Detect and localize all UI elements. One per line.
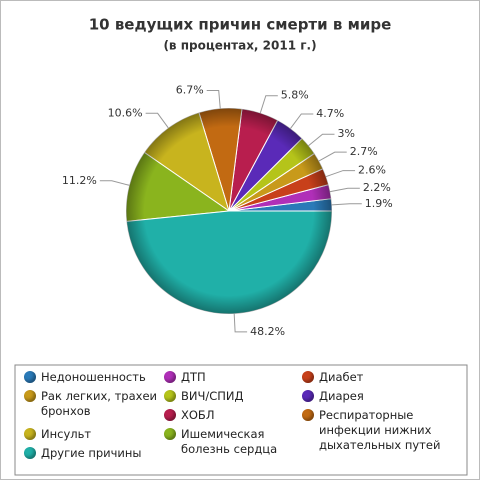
legend-label: Другие причины: [41, 446, 142, 460]
legend-label: Рак легких, трахеи бронхов: [41, 389, 157, 418]
leader-line: [308, 133, 335, 147]
leader-line: [233, 313, 248, 333]
leader-line: [318, 151, 347, 162]
legend-item: ХОБЛ: [164, 408, 309, 423]
legend-label: Недоношенность: [41, 370, 146, 384]
legend-label: Респираторные инфекции нижних дыхательны…: [319, 408, 441, 452]
legend-swatch: [302, 390, 314, 402]
legend-item: ДТП: [164, 370, 309, 385]
legend-label: Инсульт: [41, 427, 92, 441]
data-label: 3%: [338, 127, 355, 140]
data-label: 2.6%: [358, 164, 386, 177]
data-label: 4.7%: [316, 107, 344, 120]
legend-label: Ишемическая болезнь сердца: [181, 427, 278, 456]
leader-line: [145, 112, 169, 129]
legend-swatch: [164, 390, 176, 402]
leader-line: [325, 170, 356, 178]
legend-swatch: [302, 409, 314, 421]
legend-label: Диабет: [319, 370, 364, 384]
data-label: 48.2%: [250, 325, 285, 338]
leader-line: [331, 203, 362, 206]
leader-line: [206, 89, 221, 109]
chart-title: 10 ведущих причин смерти в мире: [89, 16, 392, 34]
legend-label: Диарея: [319, 389, 364, 403]
legend-item: Диарея: [302, 389, 459, 404]
chart-subtitle: (в процентах, 2011 г.): [163, 39, 316, 53]
leader-line: [99, 180, 130, 186]
legend-swatch: [24, 447, 36, 459]
legend-item: Другие причины: [24, 446, 169, 461]
legend-item: ВИЧ/СПИД: [164, 389, 309, 404]
data-label: 6.7%: [176, 83, 204, 96]
legend-item: Недоношенность: [24, 370, 169, 385]
legend-item: Диабет: [302, 370, 459, 385]
legend-swatch: [24, 390, 36, 402]
data-label: 2.7%: [350, 145, 378, 158]
legend-swatch: [164, 371, 176, 383]
leader-line: [259, 95, 278, 114]
legend-item: Респираторные инфекции нижних дыхательны…: [302, 408, 459, 453]
legend-item: Рак легких, трахеи бронхов: [24, 389, 169, 419]
legend-swatch: [164, 409, 176, 421]
pie-slice: [125, 210, 333, 315]
legend-item: Инсульт: [24, 427, 169, 442]
leader-line: [290, 113, 314, 129]
data-label: 11.2%: [62, 174, 97, 187]
legend-swatch: [302, 371, 314, 383]
data-label: 5.8%: [281, 89, 309, 102]
legend-label: ДТП: [181, 370, 206, 384]
data-label: 2.2%: [363, 181, 391, 194]
legend-swatch: [164, 428, 176, 440]
leader-line: [330, 187, 360, 193]
data-label: 1.9%: [365, 197, 393, 210]
legend-swatch: [24, 371, 36, 383]
legend-frame: [14, 364, 468, 476]
data-label: 10.6%: [108, 106, 143, 119]
legend-label: ХОБЛ: [181, 408, 215, 422]
legend-swatch: [24, 428, 36, 440]
legend-label: ВИЧ/СПИД: [181, 389, 244, 403]
legend-item: Ишемическая болезнь сердца: [164, 427, 309, 457]
